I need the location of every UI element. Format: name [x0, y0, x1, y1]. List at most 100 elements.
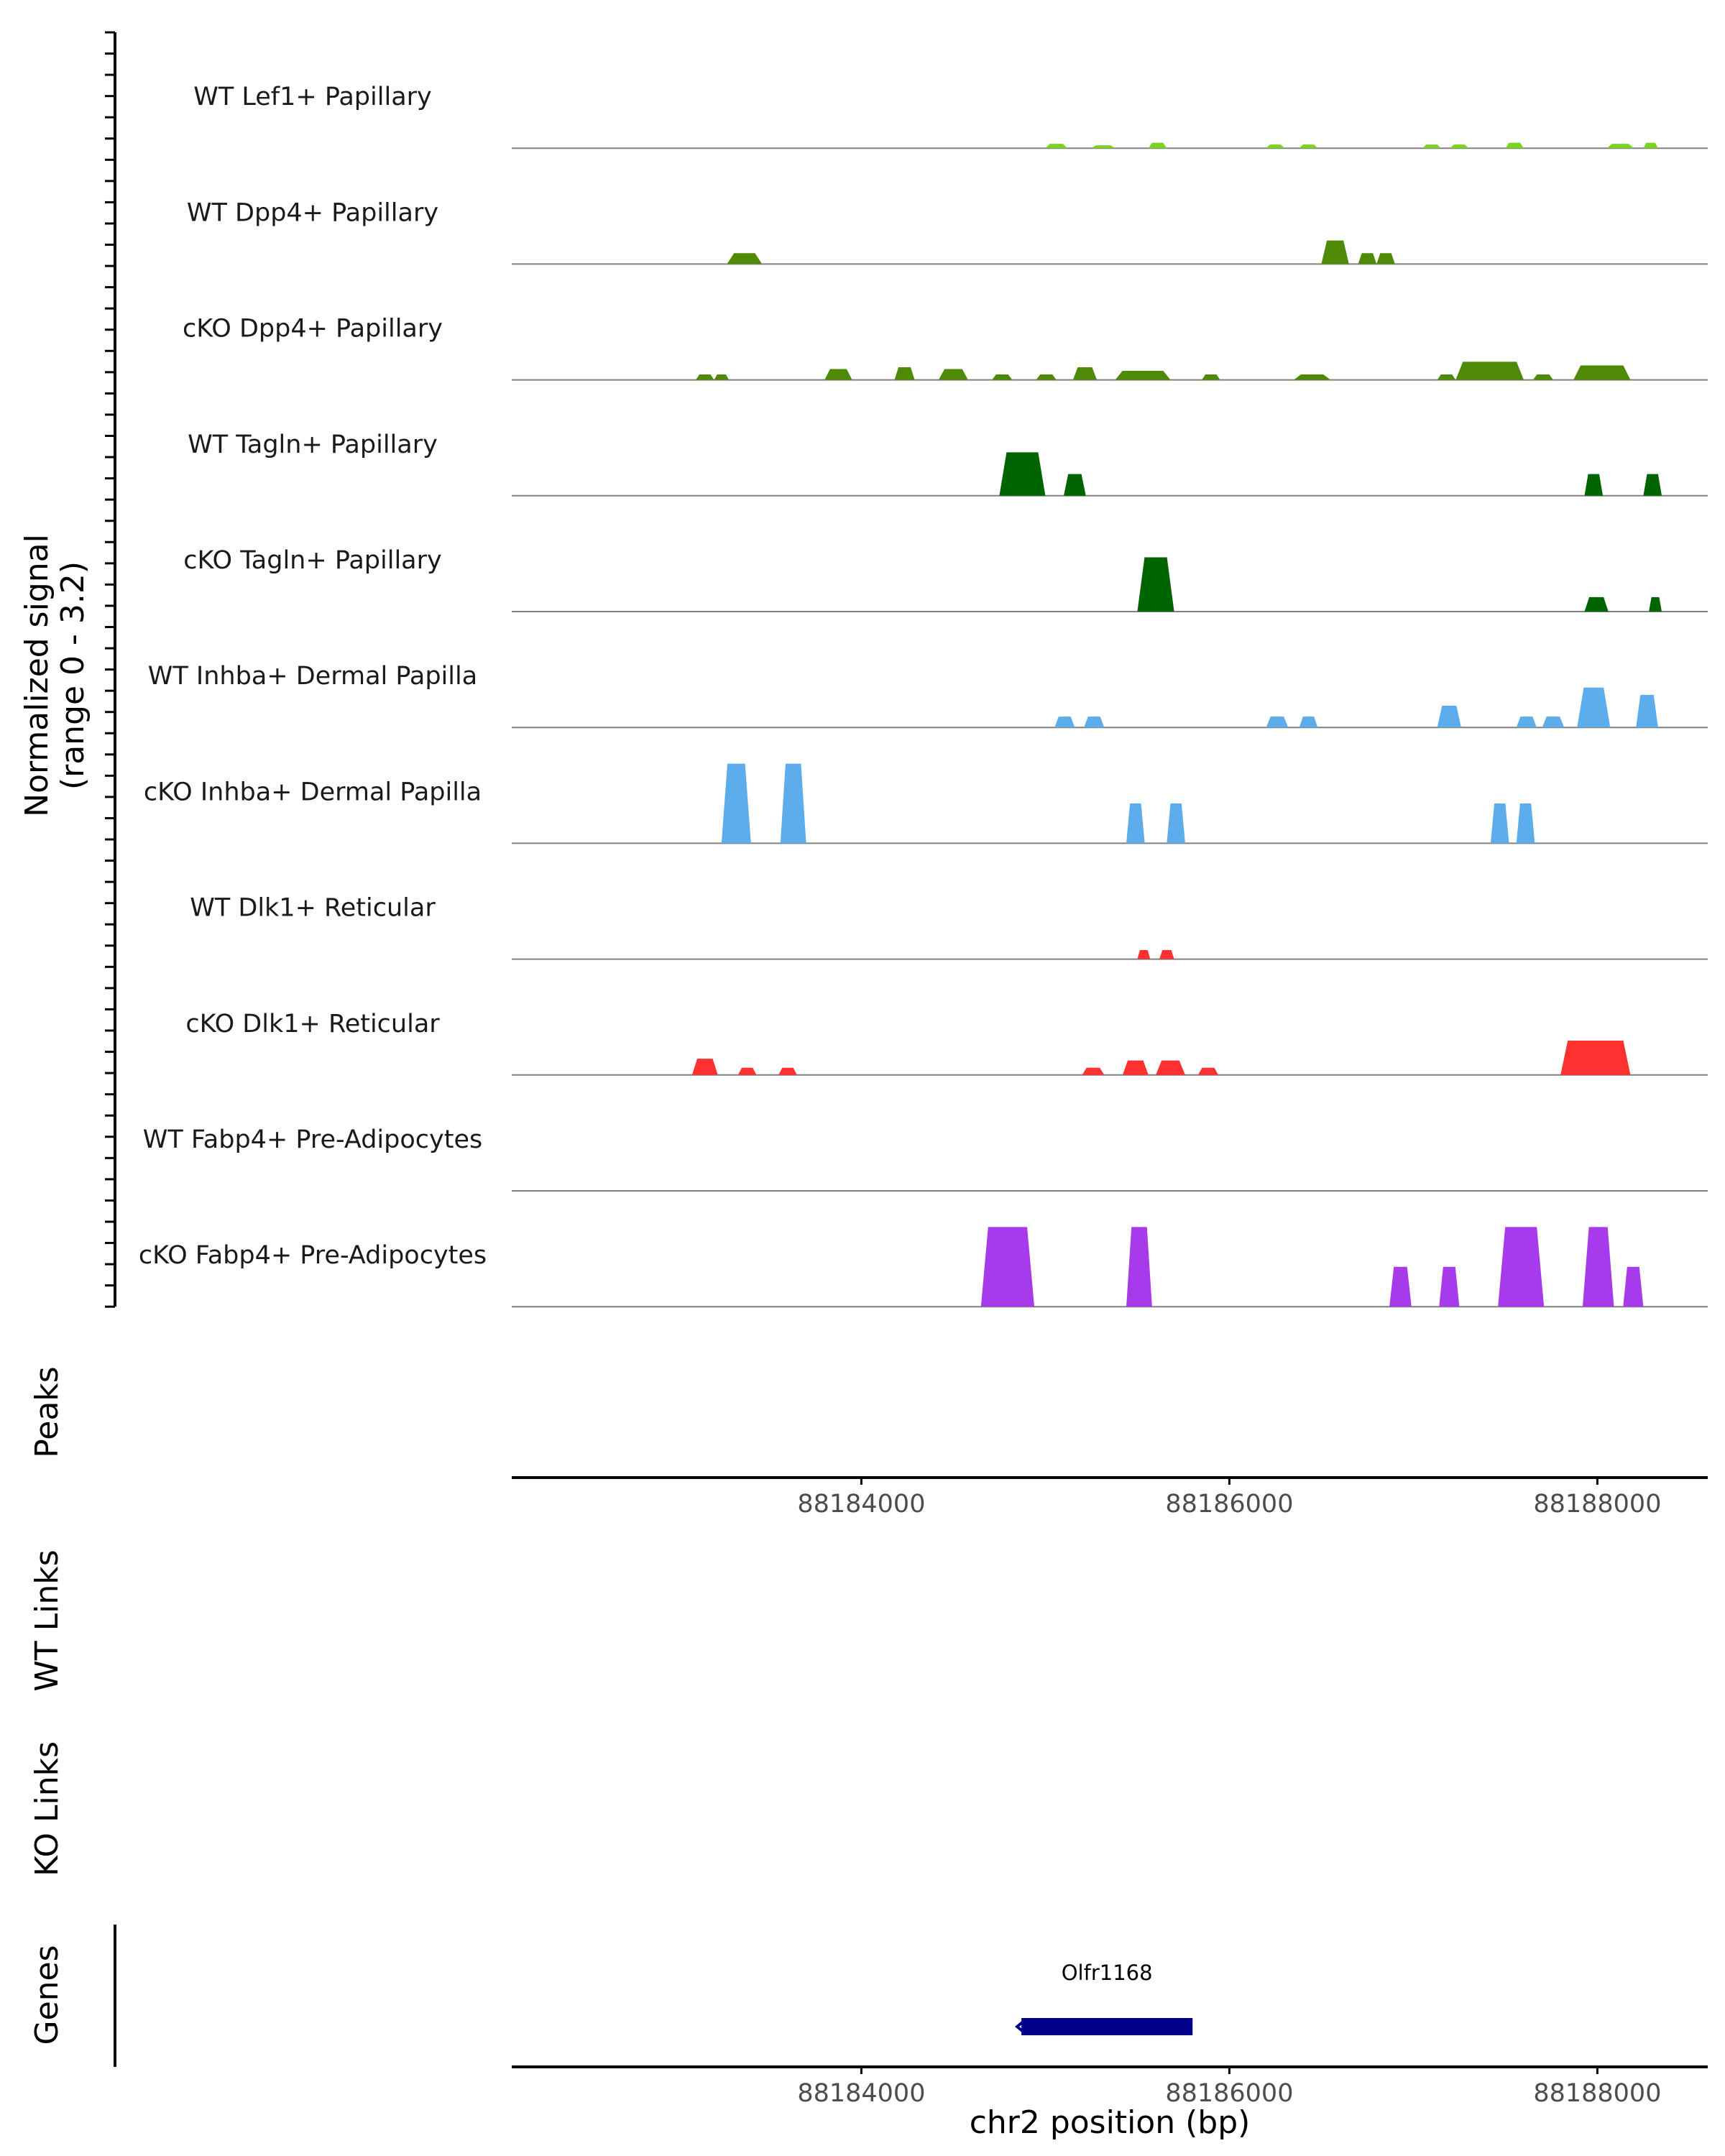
coverage-peak	[1560, 1040, 1631, 1075]
coverage-peak	[1532, 374, 1553, 380]
x-axis-tick-label: 88188000	[1533, 1490, 1661, 1519]
track-label: cKO Inhba+ Dermal Papilla	[144, 778, 482, 806]
track-label: WT Lef1+ Papillary	[193, 83, 432, 111]
coverage-peak	[1358, 253, 1377, 264]
track: cKO Tagln+ Papillary	[183, 546, 1708, 612]
x-axis-tick-label: 88184000	[797, 1490, 925, 1519]
coverage-peak	[1036, 374, 1057, 380]
coverage-peak	[1115, 371, 1171, 380]
coverage-peak	[1299, 144, 1318, 149]
coverage-peak	[721, 763, 751, 844]
coverage-peak	[1505, 142, 1524, 149]
coverage-peak	[1542, 717, 1565, 728]
signal-axis-subtitle: (range 0 - 3.2)	[55, 561, 91, 790]
coverage-peak	[1636, 694, 1658, 728]
coverage-peak	[1137, 950, 1151, 959]
coverage-peak	[1321, 240, 1349, 264]
coverage-peak	[1266, 144, 1285, 149]
coverage-peak	[1389, 1266, 1412, 1307]
track-label: cKO Fabp4+ Pre-Adipocytes	[139, 1241, 487, 1270]
peaks-panel-label: Peaks	[29, 1366, 65, 1457]
genes-x-axis-ticks: 88184000 88186000 88188000	[797, 2067, 1661, 2108]
track: WT Dpp4+ Papillary	[187, 198, 1708, 265]
gene-body	[1021, 2018, 1193, 2035]
peaks-x-axis-ticks: 88184000 88186000 88188000	[797, 1478, 1661, 1519]
coverage-tracks: WT Lef1+ Papillary WT Dpp4+ Papillary cKO …	[139, 83, 1708, 1308]
track: WT Fabp4+ Pre-Adipocytes	[143, 1125, 1708, 1192]
track-label: WT Inhba+ Dermal Papilla	[148, 662, 477, 691]
coverage-peak	[1137, 557, 1174, 612]
track: WT Tagln+ Papillary	[188, 430, 1708, 497]
gene: Olfr1168	[1014, 1961, 1193, 2035]
coverage-peak	[1437, 374, 1456, 380]
coverage-peak	[1516, 717, 1537, 728]
coverage-peak	[1197, 1067, 1219, 1075]
gene-strand-arrow	[1014, 2018, 1027, 2035]
coverage-peak	[1054, 717, 1075, 728]
coverage-peak	[1299, 717, 1318, 728]
x-axis-tick-label: 88186000	[1165, 1490, 1293, 1519]
x-axis-tick-label: 88186000	[1165, 2079, 1293, 2108]
coverage-peak	[1490, 803, 1509, 844]
genes-panel-label: Genes	[29, 1945, 65, 2045]
track: WT Inhba+ Dermal Papilla	[148, 662, 1708, 729]
coverage-peak	[1584, 474, 1604, 496]
coverage-peak	[1455, 361, 1524, 380]
coverage-peak	[1573, 365, 1631, 380]
coverage-peak	[737, 1067, 757, 1075]
coverage-peak	[1122, 1060, 1149, 1075]
signal-axis-ticks	[105, 31, 115, 1308]
coverage-peak	[1623, 1266, 1644, 1307]
coverage-peak	[696, 374, 714, 380]
coverage-peak	[1422, 144, 1441, 149]
coverage-peak	[1498, 1227, 1545, 1307]
coverage-peak	[938, 369, 968, 380]
coverage-peak	[1294, 374, 1331, 380]
coverage-peak	[1450, 144, 1469, 149]
coverage-peak	[1126, 803, 1145, 844]
coverage-peak	[894, 367, 915, 380]
coverage-peak	[1376, 253, 1395, 264]
x-axis-tick-label: 88188000	[1533, 2079, 1661, 2108]
track-label: cKO Tagln+ Papillary	[183, 546, 442, 575]
coverage-peak	[727, 253, 763, 264]
coverage-peak	[1091, 145, 1116, 149]
gene-annotations: Olfr1168	[1014, 1961, 1193, 2035]
track: WT Dlk1+ Reticular	[190, 894, 1708, 960]
coverage-peak	[1148, 142, 1167, 149]
coverage-peak	[824, 369, 852, 380]
gene-name-label: Olfr1168	[1062, 1961, 1153, 1985]
coverage-peak	[1082, 1067, 1105, 1075]
coverage-peak	[1606, 144, 1634, 149]
coverage-peak	[1643, 474, 1662, 496]
ko-links-panel-label: KO Links	[29, 1741, 65, 1876]
x-axis-tick-label: 88184000	[797, 2079, 925, 2108]
coverage-peak	[980, 1227, 1035, 1307]
coverage-peak	[1202, 374, 1220, 380]
coverage-peak	[714, 374, 730, 380]
track: cKO Inhba+ Dermal Papilla	[144, 763, 1708, 844]
track-label: WT Tagln+ Papillary	[188, 430, 438, 459]
track: cKO Dpp4+ Papillary	[183, 315, 1708, 381]
coverage-peak	[1437, 705, 1461, 728]
coverage-peak	[1045, 144, 1068, 149]
coverage-peak	[1159, 950, 1174, 959]
coverage-peak	[1072, 367, 1098, 380]
coverage-peak	[1582, 1227, 1614, 1307]
coverage-peak	[1584, 596, 1609, 612]
coverage-peak	[992, 374, 1013, 380]
coverage-peak	[1126, 1227, 1152, 1307]
coverage-peak	[1064, 474, 1086, 496]
coverage-peak	[778, 1067, 797, 1075]
coverage-peak	[1167, 803, 1185, 844]
coverage-peak	[780, 763, 806, 844]
track-label: cKO Dlk1+ Reticular	[185, 1010, 440, 1038]
coverage-peak	[1643, 142, 1658, 149]
track-label: WT Dlk1+ Reticular	[190, 894, 436, 923]
coverage-peak	[1577, 687, 1611, 728]
coverage-peak	[1516, 803, 1535, 844]
coverage-peak	[691, 1059, 718, 1075]
wt-links-panel-label: WT Links	[29, 1549, 65, 1691]
track: WT Lef1+ Papillary	[193, 83, 1708, 149]
